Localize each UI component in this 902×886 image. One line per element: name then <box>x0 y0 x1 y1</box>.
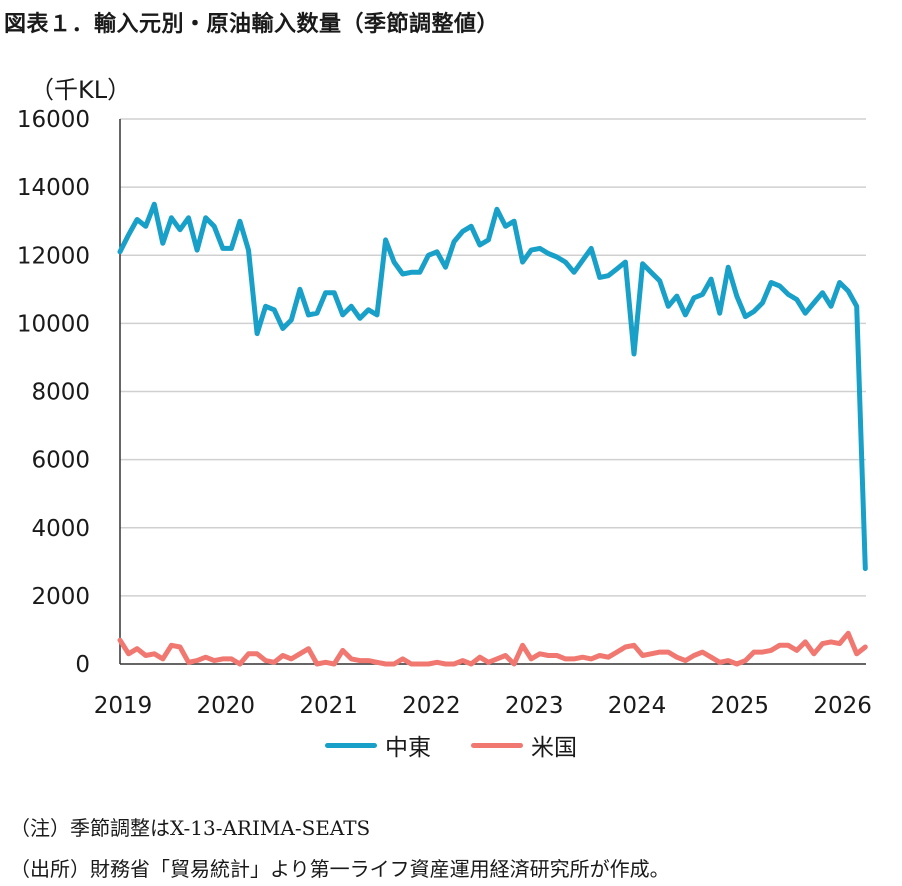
y-tick-labels: 16000 14000 12000 10000 8000 6000 4000 2000 0 <box>17 107 90 678</box>
y-axis-unit-label: （千KL） <box>30 76 132 104</box>
series-middle-east-line <box>117 201 868 572</box>
y-tick-6000: 6000 <box>31 448 90 474</box>
x-tick-2019: 2019 <box>94 693 153 719</box>
legend-swatch-middle-east <box>325 742 377 748</box>
y-tick-4000: 4000 <box>31 516 90 542</box>
y-tick-2000: 2000 <box>31 584 90 610</box>
x-tick-2022: 2022 <box>402 693 461 719</box>
legend-swatch-us <box>471 742 523 748</box>
footnote-source: （出所）財務省「貿易統計」より第一ライフ資産運用経済研究所が作成。 <box>10 857 670 881</box>
chart-title: 図表１．輸入元別・原油輸入数量（季節調整値） <box>4 12 500 37</box>
x-tick-2025: 2025 <box>711 693 770 719</box>
line-chart: 16000 14000 12000 10000 8000 6000 4000 2000 0 20… <box>17 107 872 719</box>
legend: 中東 米国 <box>0 728 902 762</box>
x-tick-labels: 2019 2020 2021 2022 2023 2024 2025 2026 <box>94 693 872 719</box>
x-tick-2023: 2023 <box>505 693 564 719</box>
x-tick-2026: 2026 <box>813 693 872 719</box>
y-tick-8000: 8000 <box>31 380 90 406</box>
y-tick-16000: 16000 <box>17 107 90 133</box>
gridlines <box>120 118 866 597</box>
x-tick-2021: 2021 <box>299 693 358 719</box>
footnote-seasonal-adjustment: （注）季節調整はX-13-ARIMA-SEATS <box>10 816 371 840</box>
legend-label-us: 米国 <box>531 735 577 761</box>
legend-item-middle-east: 中東 <box>325 728 431 762</box>
series-us-line <box>117 630 868 667</box>
y-tick-10000: 10000 <box>17 311 90 337</box>
y-tick-14000: 14000 <box>17 175 90 201</box>
x-tick-2024: 2024 <box>608 693 667 719</box>
legend-label-middle-east: 中東 <box>385 735 431 761</box>
y-tick-0: 0 <box>75 652 90 678</box>
legend-item-us: 米国 <box>471 728 577 762</box>
series-lines <box>117 201 868 667</box>
x-tick-2020: 2020 <box>197 693 256 719</box>
y-tick-12000: 12000 <box>17 243 90 269</box>
